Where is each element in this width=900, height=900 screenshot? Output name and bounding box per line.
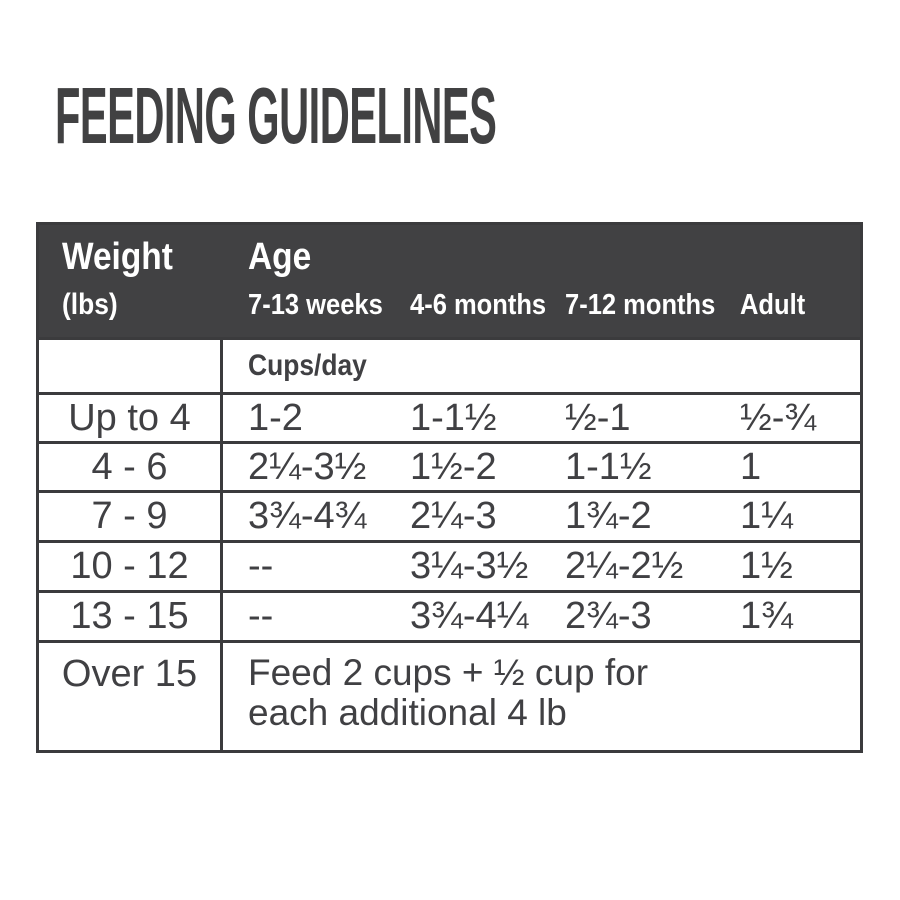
value-cell: ½-¾ (740, 396, 817, 439)
table-header: Weight (lbs) Age 7-13 weeks 4-6 months 7… (39, 225, 860, 337)
table-row: 7 - 9 3¾-4¾ 2¼-3 1¾-2 1¼ (39, 490, 860, 540)
age-subheader-4-6-months: 4-6 months (410, 289, 547, 321)
age-subheader-7-12-months: 7-12 months (565, 289, 716, 321)
value-cell: 2¾-3 (565, 595, 652, 637)
weight-cell: 10 - 12 (39, 543, 223, 590)
weight-cell: 7 - 9 (39, 493, 223, 540)
value-cell: 1½-2 (410, 445, 497, 488)
table-row: 13 - 15 -- 3¾-4¼ 2¾-3 1¾ (39, 590, 860, 640)
units-row-empty-cell (39, 340, 223, 392)
value-cell: 1-1½ (410, 396, 497, 439)
value-cell: 3¼-3½ (410, 545, 529, 587)
weight-cell: Over 15 (39, 643, 223, 750)
table-row: 4 - 6 2¼-3½ 1½-2 1-1½ 1 (39, 441, 860, 490)
units-row: Cups/day (39, 337, 860, 392)
age-column-header: Age (223, 225, 860, 285)
value-cell: -- (248, 595, 274, 637)
value-cell: 2¼-3½ (248, 445, 367, 488)
weight-units-header: (lbs) (62, 290, 223, 320)
weight-cell: Up to 4 (39, 395, 223, 441)
weight-cell: 13 - 15 (39, 593, 223, 640)
value-cell: 3¾-4¾ (248, 495, 367, 537)
page-title: FEEDING GUIDELINES (55, 76, 900, 156)
value-cell: 1-1½ (565, 445, 652, 488)
units-cell: Cups/day (223, 340, 860, 392)
value-cell: 1 (740, 445, 762, 488)
table-row-over-15: Over 15 Feed 2 cups + ½ cup for each add… (39, 640, 860, 750)
value-cell: 1½ (740, 545, 793, 587)
value-cell: 1-2 (248, 396, 303, 439)
weight-cell: 4 - 6 (39, 444, 223, 490)
value-cell: ½-1 (565, 396, 631, 439)
page-title-text: FEEDING GUIDELINES (55, 71, 497, 160)
value-cell: 2¼-3 (410, 495, 497, 537)
value-cell: 1¾ (740, 595, 793, 637)
feeding-note: Feed 2 cups + ½ cup for each additional … (223, 643, 860, 750)
age-subheader-adult: Adult (740, 289, 806, 321)
feeding-note-line-1: Feed 2 cups + ½ cup for (248, 652, 649, 693)
header-weight-cell: Weight (lbs) (39, 225, 223, 337)
weight-units-label: (lbs) (62, 288, 118, 321)
weight-column-header: Weight (62, 238, 223, 276)
table-row: 10 - 12 -- 3¼-3½ 2¼-2½ 1½ (39, 540, 860, 590)
value-cell: 3¾-4¼ (410, 595, 529, 637)
value-cell: -- (248, 545, 274, 587)
weight-label: Weight (62, 236, 173, 278)
value-cell: 1¼ (740, 495, 793, 537)
age-subheader-7-13-weeks: 7-13 weeks (248, 289, 383, 321)
value-cell: 1¾-2 (565, 495, 652, 537)
feeding-note-line-2: each additional 4 lb (248, 692, 567, 733)
table-row: Up to 4 1-2 1-1½ ½-1 ½-¾ (39, 392, 860, 441)
units-label: Cups/day (248, 349, 367, 382)
age-label: Age (248, 236, 312, 278)
feeding-guidelines-table: Weight (lbs) Age 7-13 weeks 4-6 months 7… (36, 222, 863, 753)
value-cell: 2¼-2½ (565, 545, 684, 587)
